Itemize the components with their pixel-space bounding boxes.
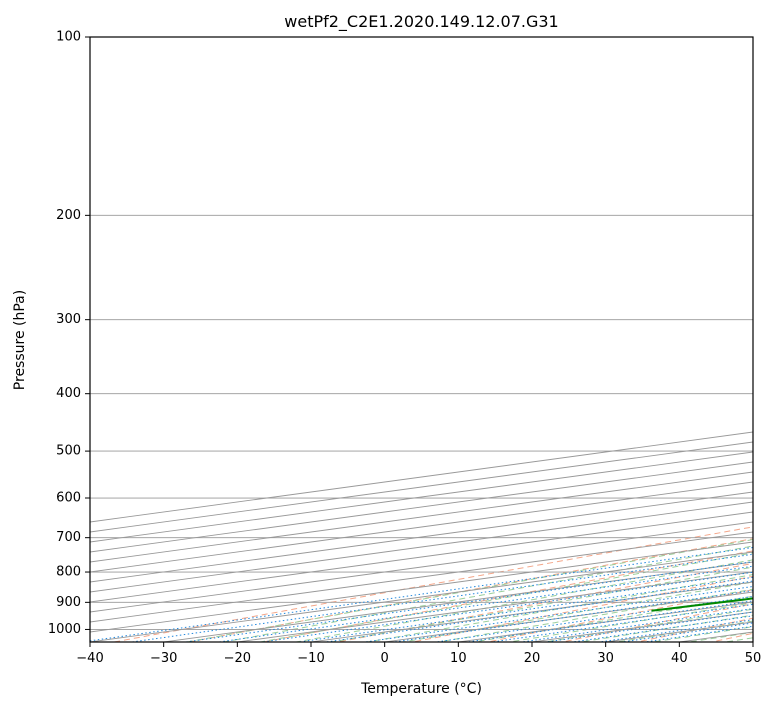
- y-tick-label: 600: [56, 491, 81, 506]
- y-tick-label: 800: [56, 565, 81, 580]
- x-tick-label: 0: [381, 651, 389, 666]
- y-tick-label: 300: [56, 312, 81, 327]
- moist-adiabat: [329, 566, 753, 642]
- axes: −40 −30 −20 −10 0 10 20 30 40 50 100 200 300 400 500 60…: [48, 30, 761, 667]
- isotherm: [90, 481, 753, 573]
- mixing-ratio-line: [215, 565, 753, 642]
- mixing-ratio-line: [432, 596, 753, 642]
- plot-frame: [89, 36, 754, 643]
- isotherm: [90, 531, 753, 623]
- isotherm: [90, 461, 753, 553]
- mixing-ratio-line: [390, 589, 753, 642]
- x-tick-label: −30: [150, 651, 177, 666]
- x-tick-label: 20: [524, 651, 541, 666]
- y-tick-label: 1000: [48, 622, 81, 637]
- y-axis-label: Pressure (hPa): [12, 290, 28, 390]
- isotherm: [90, 491, 753, 583]
- dry-adiabat: [410, 575, 753, 642]
- y-tick-label: 100: [56, 30, 81, 45]
- mixing-ratio-line: [361, 585, 753, 642]
- moist-adiabat: [435, 588, 753, 642]
- isotherm: [90, 501, 753, 593]
- dry-adiabat: [111, 526, 753, 642]
- x-tick-label: 30: [597, 651, 614, 666]
- x-tick-label: 40: [671, 651, 688, 666]
- isotherm: [90, 471, 753, 563]
- background-lines: [90, 37, 753, 642]
- x-tick-label: −40: [76, 651, 103, 666]
- dry-adiabat: [559, 603, 753, 642]
- mixing-ratio-line: [182, 561, 753, 642]
- isotherm: [90, 521, 753, 613]
- dry-adiabat: [335, 562, 753, 642]
- mixing-ratio-line: [463, 600, 753, 642]
- mixing-ratio-line: [90, 546, 753, 642]
- y-tick-label: 500: [56, 444, 81, 459]
- x-tick-label: −10: [297, 651, 324, 666]
- x-tick-label: 50: [745, 651, 762, 666]
- y-tick-label: 400: [56, 386, 81, 401]
- chart-title: wetPf2_C2E1.2020.149.12.07.G31: [284, 12, 558, 32]
- x-tick-label: 10: [450, 651, 467, 666]
- moist-adiabat: [184, 539, 753, 642]
- y-tick-label: 700: [56, 530, 81, 545]
- y-tick-label: 900: [56, 595, 81, 610]
- y-tick-label: 200: [56, 208, 81, 223]
- x-tick-label: −20: [224, 651, 251, 666]
- isotherm: [90, 511, 753, 603]
- isotherm: [90, 541, 753, 633]
- x-axis-label: Temperature (°C): [360, 681, 482, 697]
